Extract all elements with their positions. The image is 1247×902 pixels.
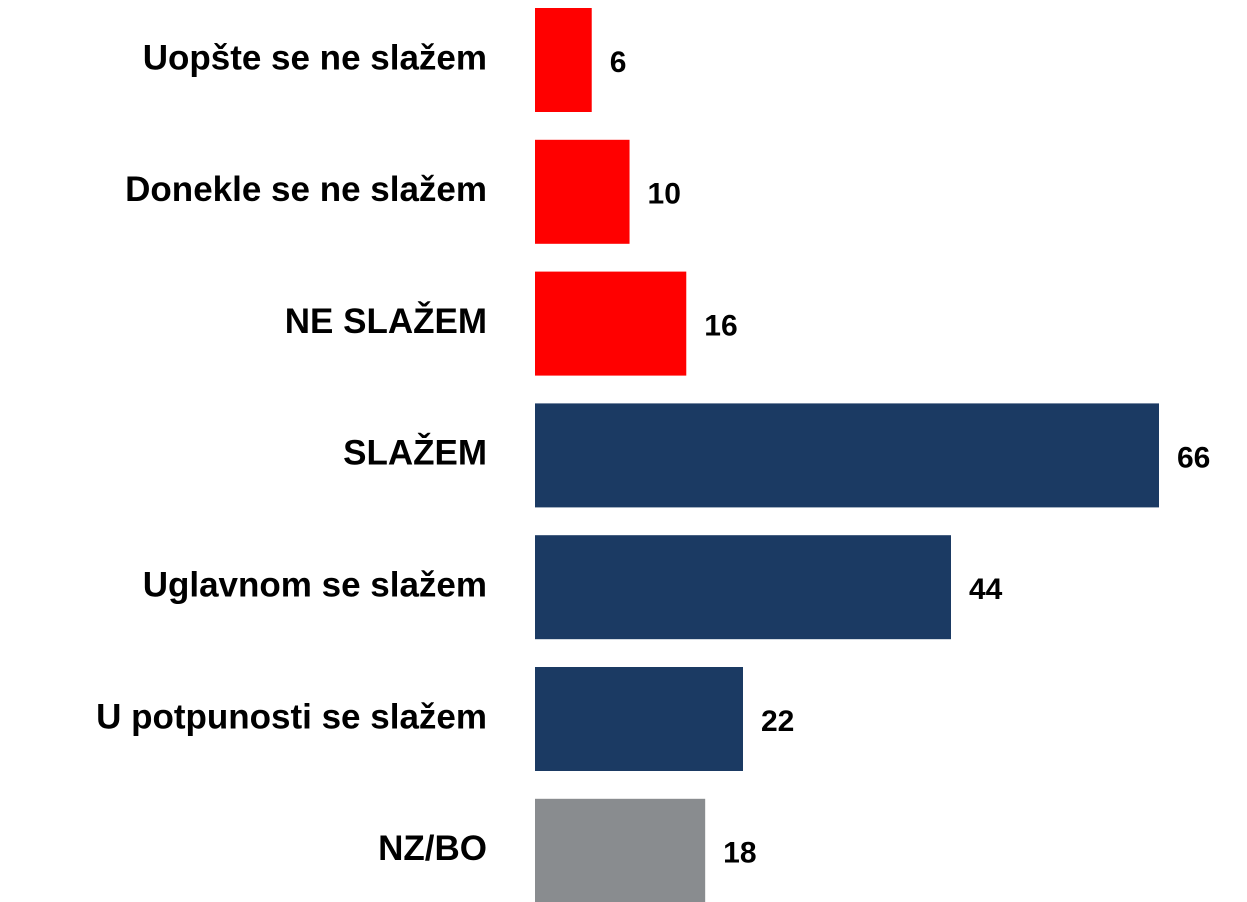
category-label: Uopšte se ne slažem [143,38,487,77]
value-label: 18 [723,837,756,870]
category-label: NZ/BO [378,829,487,868]
category-label: Uglavnom se slažem [143,565,487,604]
value-label: 66 [1177,441,1210,474]
bar [535,8,592,112]
value-label: 10 [648,178,681,211]
bar [535,667,743,771]
category-label: SLAŽEM [343,433,487,473]
value-label: 22 [761,705,794,738]
bar [535,798,706,902]
category-label: U potpunosti se slažem [96,697,487,736]
category-label: Donekle se ne slažem [125,170,487,209]
bar [535,535,951,640]
bar [535,139,630,244]
category-label: NE SLAŽEM [285,301,487,341]
value-label: 6 [610,46,627,79]
value-label: 16 [704,310,737,343]
value-label: 44 [969,573,1003,606]
bar [535,403,1159,508]
bar [535,271,687,376]
